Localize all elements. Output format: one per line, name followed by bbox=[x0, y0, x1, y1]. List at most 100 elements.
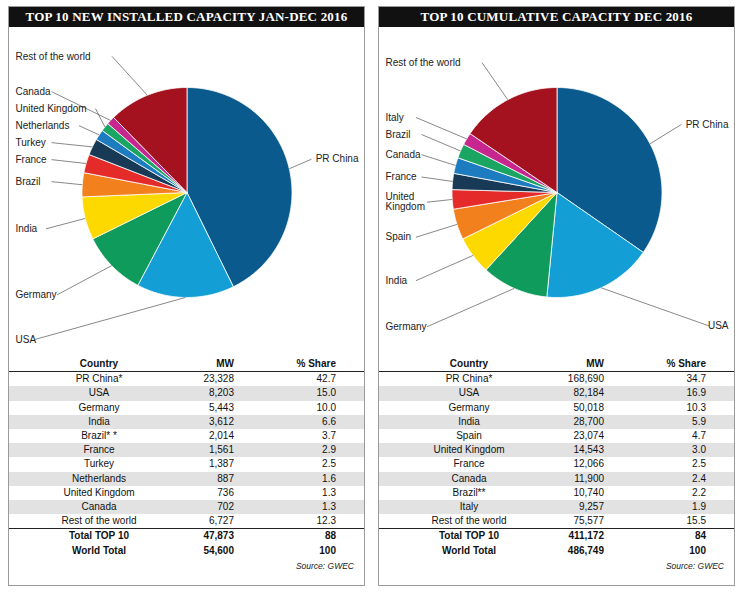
html-text:% Share: % Share bbox=[666, 358, 706, 370]
html-text:India: India bbox=[88, 415, 110, 427]
html-text:Germany: Germany bbox=[448, 401, 490, 413]
html-text:1.6: 1.6 bbox=[322, 472, 336, 484]
html-text:Rest of the world: Rest of the world bbox=[61, 515, 137, 527]
html-text:Canada: Canada bbox=[81, 501, 117, 512]
html-text:2.5: 2.5 bbox=[692, 458, 706, 470]
html-text:PR China*: PR China* bbox=[445, 373, 493, 385]
svg-text:PR China: PR China bbox=[686, 119, 729, 130]
svg-text:USA: USA bbox=[708, 320, 729, 331]
html-text:23,328: 23,328 bbox=[203, 373, 234, 385]
html-text:8,203: 8,203 bbox=[209, 387, 234, 399]
svg-text:Canada: Canada bbox=[16, 86, 51, 97]
svg-text:Rest of the world: Rest of the world bbox=[386, 57, 461, 68]
html-text:84: 84 bbox=[694, 530, 706, 542]
html-text:3.0: 3.0 bbox=[692, 444, 706, 456]
html-text:World Total: World Total bbox=[72, 544, 126, 556]
svg-text:India: India bbox=[386, 275, 408, 286]
html-text:Brazil* *: Brazil* * bbox=[81, 430, 117, 441]
html-text:1,387: 1,387 bbox=[209, 458, 234, 470]
html-text:10.3: 10.3 bbox=[686, 401, 706, 413]
html-text:Turkey: Turkey bbox=[83, 458, 115, 470]
html-text:USA: USA bbox=[458, 387, 480, 399]
html-text:12,066: 12,066 bbox=[573, 458, 604, 470]
html-text:75,577: 75,577 bbox=[573, 515, 604, 527]
html-text:100: 100 bbox=[689, 544, 706, 556]
svg-text:India: India bbox=[16, 223, 38, 234]
html-text:Country: Country bbox=[79, 358, 119, 370]
svg-text:USA: USA bbox=[16, 334, 37, 345]
html-text:15.0: 15.0 bbox=[316, 387, 336, 399]
html-text:6.6: 6.6 bbox=[322, 415, 336, 427]
html-text:PR China*: PR China* bbox=[75, 373, 123, 385]
html-text:14,543: 14,543 bbox=[573, 444, 604, 456]
html-text:3.7: 3.7 bbox=[322, 430, 336, 441]
html-text:6,727: 6,727 bbox=[209, 515, 234, 527]
html-text:TOP 10 NEW INSTALLED CAPACITY: TOP 10 NEW INSTALLED CAPACITY JAN-DEC 20… bbox=[25, 9, 348, 24]
html-text:11,900: 11,900 bbox=[574, 472, 604, 484]
html-text:34.7: 34.7 bbox=[686, 373, 706, 385]
svg-text:Rest of the world: Rest of the world bbox=[16, 51, 91, 62]
html-text:887: 887 bbox=[217, 472, 234, 484]
html-text:15.5: 15.5 bbox=[686, 515, 706, 527]
svg-text:Turkey: Turkey bbox=[16, 137, 46, 148]
svg-text:Brazil: Brazil bbox=[16, 176, 41, 187]
html-text:10,740: 10,740 bbox=[573, 486, 604, 498]
html-text:2.2: 2.2 bbox=[692, 486, 706, 498]
html-text:12.3: 12.3 bbox=[316, 515, 336, 527]
html-text:United Kingdom: United Kingdom bbox=[63, 486, 135, 498]
html-text:42.7: 42.7 bbox=[316, 373, 336, 385]
html-text:88: 88 bbox=[324, 530, 336, 542]
html-text:28,700: 28,700 bbox=[573, 415, 604, 427]
html-text:3,612: 3,612 bbox=[209, 415, 234, 427]
svg-text:Italy: Italy bbox=[386, 112, 404, 123]
html-text:Germany: Germany bbox=[78, 401, 120, 413]
html-text:Rest of the world: Rest of the world bbox=[431, 515, 507, 527]
html-text:5,443: 5,443 bbox=[209, 401, 234, 413]
svg-text:France: France bbox=[16, 154, 48, 165]
svg-text:United Kingdom: United Kingdom bbox=[16, 103, 87, 114]
html-text:50,018: 50,018 bbox=[573, 401, 604, 413]
html-text:USA: USA bbox=[88, 387, 110, 399]
html-text:Brazil**: Brazil** bbox=[452, 486, 486, 498]
html-text:168,690: 168,690 bbox=[567, 373, 604, 385]
html-text:% Share: % Share bbox=[296, 358, 336, 370]
html-text:411,172: 411,172 bbox=[568, 530, 604, 542]
svg-text:UnitedKingdom: UnitedKingdom bbox=[386, 191, 425, 212]
html-text:France: France bbox=[83, 444, 115, 456]
html-text:TOP 10 CUMULATIVE CAPACITY DEC: TOP 10 CUMULATIVE CAPACITY DEC 2016 bbox=[420, 9, 693, 24]
html-text:2.5: 2.5 bbox=[322, 458, 336, 470]
html-text:82,184: 82,184 bbox=[573, 387, 604, 399]
html-text:47,873: 47,873 bbox=[203, 530, 234, 542]
html-text:1.3: 1.3 bbox=[322, 486, 336, 498]
html-text:10.0: 10.0 bbox=[316, 401, 336, 413]
html-text:MW: MW bbox=[586, 358, 604, 370]
html-text:MW: MW bbox=[216, 358, 234, 370]
html-text:France: France bbox=[453, 458, 485, 470]
html-text:Total TOP 10: Total TOP 10 bbox=[439, 530, 499, 542]
html-text:1,561: 1,561 bbox=[209, 444, 234, 456]
html-text:54,600: 54,600 bbox=[203, 544, 234, 556]
html-text:India: India bbox=[458, 415, 480, 427]
svg-text:Germany: Germany bbox=[16, 289, 57, 300]
html-text:World Total: World Total bbox=[442, 544, 496, 556]
html-text:5.9: 5.9 bbox=[692, 415, 706, 427]
svg-text:France: France bbox=[386, 171, 418, 182]
html-text:736: 736 bbox=[217, 486, 234, 498]
html-text:Canada: Canada bbox=[451, 472, 487, 484]
html-text:100: 100 bbox=[319, 544, 336, 556]
svg-text:Spain: Spain bbox=[386, 231, 412, 242]
html-text:2,014: 2,014 bbox=[209, 430, 234, 441]
svg-text:Germany: Germany bbox=[386, 321, 427, 332]
html-text:16.9: 16.9 bbox=[686, 387, 706, 399]
html-text:United Kingdom: United Kingdom bbox=[433, 444, 505, 456]
html-text:2.9: 2.9 bbox=[322, 444, 336, 456]
html-text:Netherlands: Netherlands bbox=[72, 472, 126, 484]
svg-text:Brazil: Brazil bbox=[386, 129, 411, 140]
svg-text:PR China: PR China bbox=[316, 153, 359, 164]
html-text:Total TOP 10: Total TOP 10 bbox=[69, 530, 129, 542]
html-text:486,749: 486,749 bbox=[567, 544, 604, 556]
svg-text:Netherlands: Netherlands bbox=[16, 120, 70, 131]
html-text:Country: Country bbox=[449, 358, 489, 370]
html-text:2.4: 2.4 bbox=[692, 472, 706, 484]
svg-text:Canada: Canada bbox=[386, 149, 421, 160]
